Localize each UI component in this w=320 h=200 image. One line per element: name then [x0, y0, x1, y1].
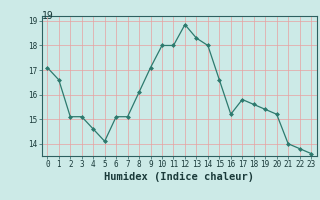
X-axis label: Humidex (Indice chaleur): Humidex (Indice chaleur) [104, 172, 254, 182]
Text: 19: 19 [42, 11, 53, 21]
